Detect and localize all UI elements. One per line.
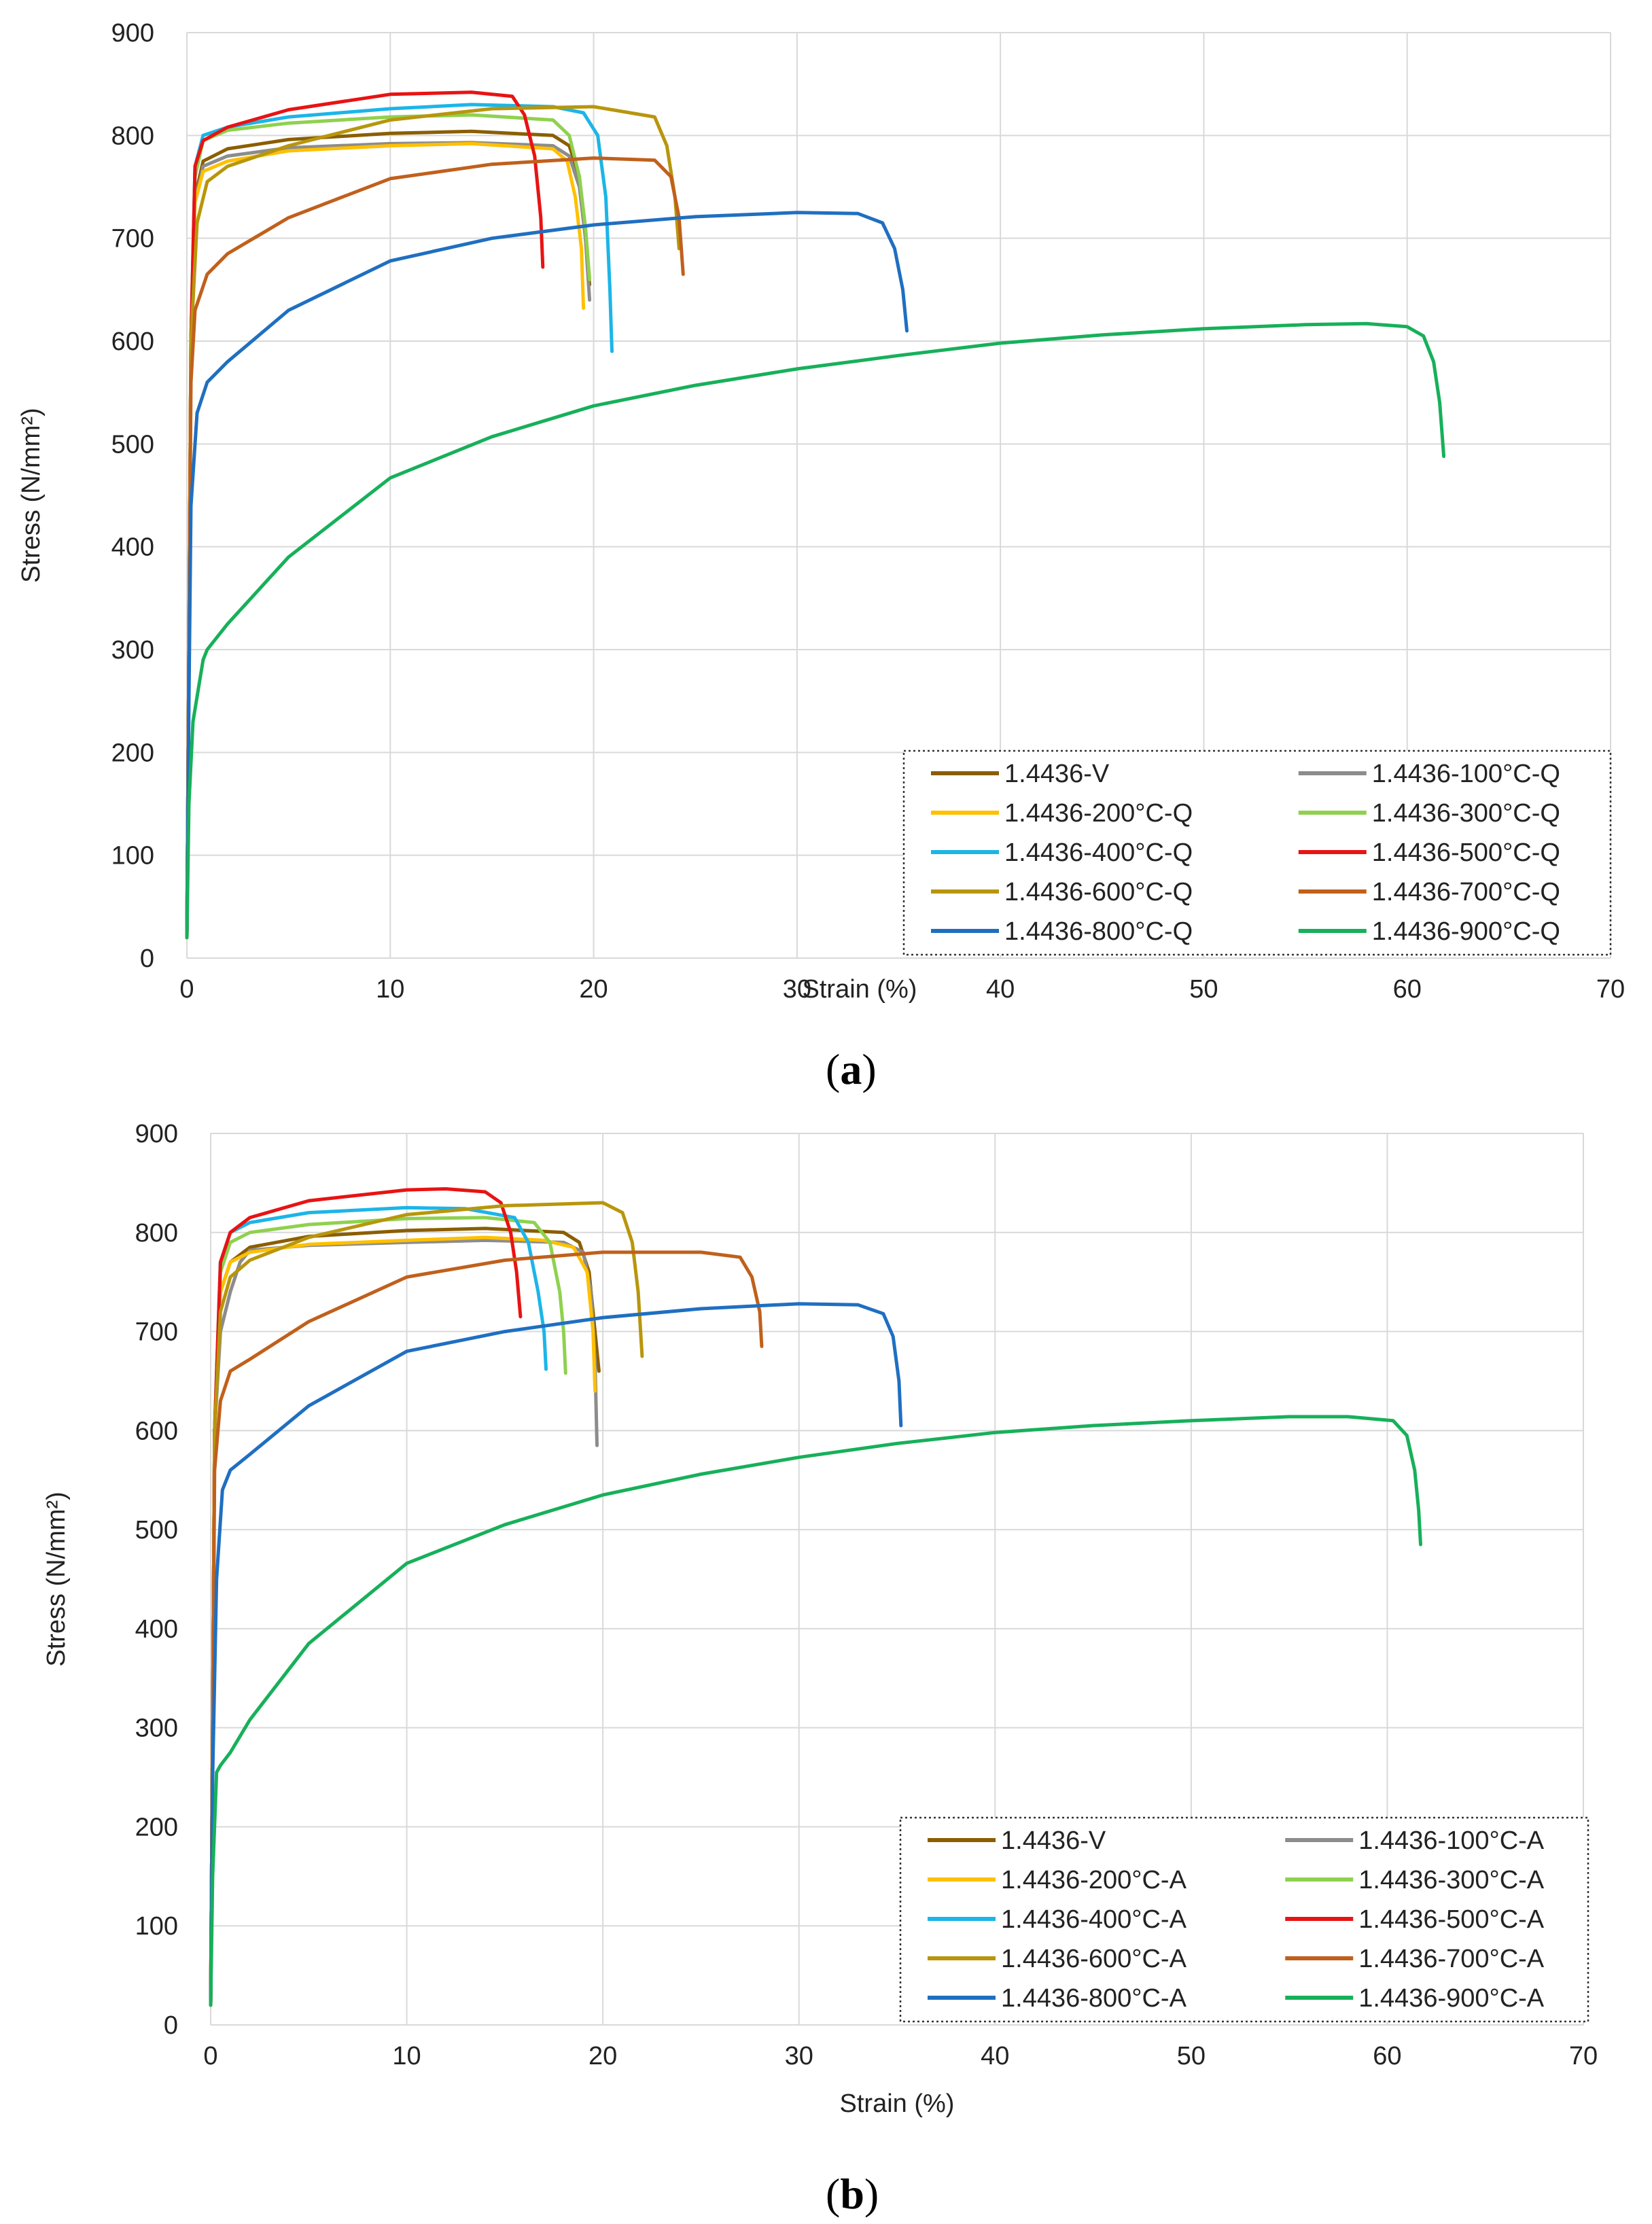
legend-label: 1.4436-V xyxy=(1004,760,1110,788)
series-line-1-4436-900-c-q xyxy=(185,321,1446,940)
y-axis-title: Stress (N/mm²) xyxy=(17,408,46,583)
y-tick-label: 900 xyxy=(111,19,154,48)
x-tick-label: 70 xyxy=(1569,2042,1598,2070)
y-tick-label: 800 xyxy=(111,122,154,150)
legend-label: 1.4436-900°C-A xyxy=(1358,1984,1545,2013)
series-line-1-4436-800-c-a xyxy=(209,1302,903,2007)
x-tick-label: 10 xyxy=(392,2042,421,2070)
x-tick-label: 50 xyxy=(1189,975,1218,1004)
x-tick-label: 0 xyxy=(203,2042,217,2070)
legend-label: 1.4436-400°C-Q xyxy=(1004,839,1193,867)
legend-box xyxy=(899,1816,1589,2023)
legend-label: 1.4436-800°C-Q xyxy=(1004,917,1193,946)
y-tick-label: 700 xyxy=(111,225,154,253)
y-tick-label: 200 xyxy=(111,739,154,767)
legend-label: 1.4436-100°C-A xyxy=(1358,1826,1545,1855)
caption-open-paren: ( xyxy=(826,1045,840,1093)
caption-open-paren: ( xyxy=(826,2170,840,2218)
legend: 1.4436-V 1.4436-100°C-Q 1.4436-200°C-Q 1.44… xyxy=(902,749,1612,956)
series-lines xyxy=(185,90,1446,940)
y-tick-label: 400 xyxy=(111,533,154,562)
caption-letter: b xyxy=(840,2170,864,2218)
x-tick-label: 20 xyxy=(579,975,608,1004)
chart-panel-a: 0 100 200 300 400 500 600 700 800 900 0 10 20 30 40 50 6… xyxy=(17,19,1625,1093)
panel-caption: (a) xyxy=(826,1045,877,1093)
series-line-1-4436-700-c-q xyxy=(185,156,685,940)
y-tick-label: 100 xyxy=(111,842,154,870)
legend-label: 1.4436-100°C-Q xyxy=(1372,760,1560,788)
series-line-1-4436-400-c-a xyxy=(209,1205,548,2007)
x-axis-title: Strain (%) xyxy=(840,2089,955,2118)
x-tick-label: 0 xyxy=(179,975,194,1004)
legend-label: 1.4436-600°C-A xyxy=(1001,1945,1187,1973)
y-tick-label: 0 xyxy=(164,2011,178,2040)
series-lines xyxy=(209,1187,1422,2007)
series-line-1-4436-v xyxy=(185,129,592,940)
legend-label: 1.4436-400°C-A xyxy=(1001,1905,1187,1934)
x-tick-label: 30 xyxy=(783,975,811,1004)
x-axis-title: Strain (%) xyxy=(803,975,917,1004)
y-axis-title: Stress (N/mm²) xyxy=(42,1492,71,1667)
legend-label: 1.4436-200°C-A xyxy=(1001,1866,1187,1894)
series-line-1-4436-100-c-a xyxy=(209,1238,599,2007)
x-tick-label: 10 xyxy=(376,975,404,1004)
legend-label: 1.4436-700°C-Q xyxy=(1372,878,1560,906)
legend: 1.4436-V 1.4436-100°C-A 1.4436-200°C-A 1.44… xyxy=(899,1816,1589,2023)
x-tick-label: 30 xyxy=(785,2042,813,2070)
y-tick-label: 100 xyxy=(135,1912,178,1941)
y-tick-label: 500 xyxy=(135,1516,178,1545)
y-tick-label: 200 xyxy=(135,1813,178,1841)
x-tick-label: 60 xyxy=(1373,2042,1401,2070)
series-line-1-4436-v xyxy=(209,1226,601,2007)
y-tick-label: 700 xyxy=(135,1318,178,1347)
legend-label: 1.4436-300°C-Q xyxy=(1372,799,1560,828)
x-tick-label: 40 xyxy=(986,975,1015,1004)
caption-close-paren: ) xyxy=(864,2170,879,2218)
series-line-1-4436-700-c-a xyxy=(209,1250,764,2007)
y-tick-label: 800 xyxy=(135,1219,178,1248)
series-line-1-4436-600-c-q xyxy=(185,105,681,940)
legend-label: 1.4436-800°C-A xyxy=(1001,1984,1187,2013)
legend-label: 1.4436-500°C-A xyxy=(1358,1905,1545,1934)
x-tick-label: 50 xyxy=(1177,2042,1206,2070)
x-tick-label: 60 xyxy=(1393,975,1422,1004)
legend-label: 1.4436-200°C-Q xyxy=(1004,799,1193,828)
series-line-1-4436-300-c-a xyxy=(209,1216,567,2007)
y-tick-label: 600 xyxy=(111,328,154,356)
y-tick-label: 600 xyxy=(135,1417,178,1445)
legend-box xyxy=(902,749,1612,956)
legend-label: 1.4436-700°C-A xyxy=(1358,1945,1545,1973)
y-tick-label: 0 xyxy=(140,945,154,973)
series-line-1-4436-500-c-q xyxy=(185,90,545,940)
y-tick-label: 300 xyxy=(135,1714,178,1743)
x-tick-label: 20 xyxy=(588,2042,617,2070)
chart-panel-b: 0 100 200 300 400 500 600 700 800 900 0 10 20 30 40 50 6… xyxy=(42,1120,1598,2218)
series-line-1-4436-800-c-q xyxy=(185,211,909,940)
legend-label: 1.4436-300°C-A xyxy=(1358,1866,1545,1894)
y-tick-label: 300 xyxy=(111,636,154,665)
legend-label: 1.4436-V xyxy=(1001,1826,1106,1855)
series-line-1-4436-600-c-a xyxy=(209,1201,644,2007)
series-line-1-4436-900-c-a xyxy=(209,1415,1422,2007)
caption-close-paren: ) xyxy=(862,1045,876,1093)
x-tick-label: 70 xyxy=(1596,975,1625,1004)
gridlines xyxy=(186,32,1611,959)
caption-letter: a xyxy=(840,1045,862,1093)
legend-label: 1.4436-500°C-Q xyxy=(1372,839,1560,867)
y-tick-label: 500 xyxy=(111,430,154,459)
legend-label: 1.4436-900°C-Q xyxy=(1372,917,1560,946)
legend-label: 1.4436-600°C-Q xyxy=(1004,878,1193,906)
panel-caption: (b) xyxy=(826,2170,879,2218)
y-tick-label: 400 xyxy=(135,1615,178,1644)
y-tick-label: 900 xyxy=(135,1120,178,1148)
x-tick-label: 40 xyxy=(981,2042,1009,2070)
